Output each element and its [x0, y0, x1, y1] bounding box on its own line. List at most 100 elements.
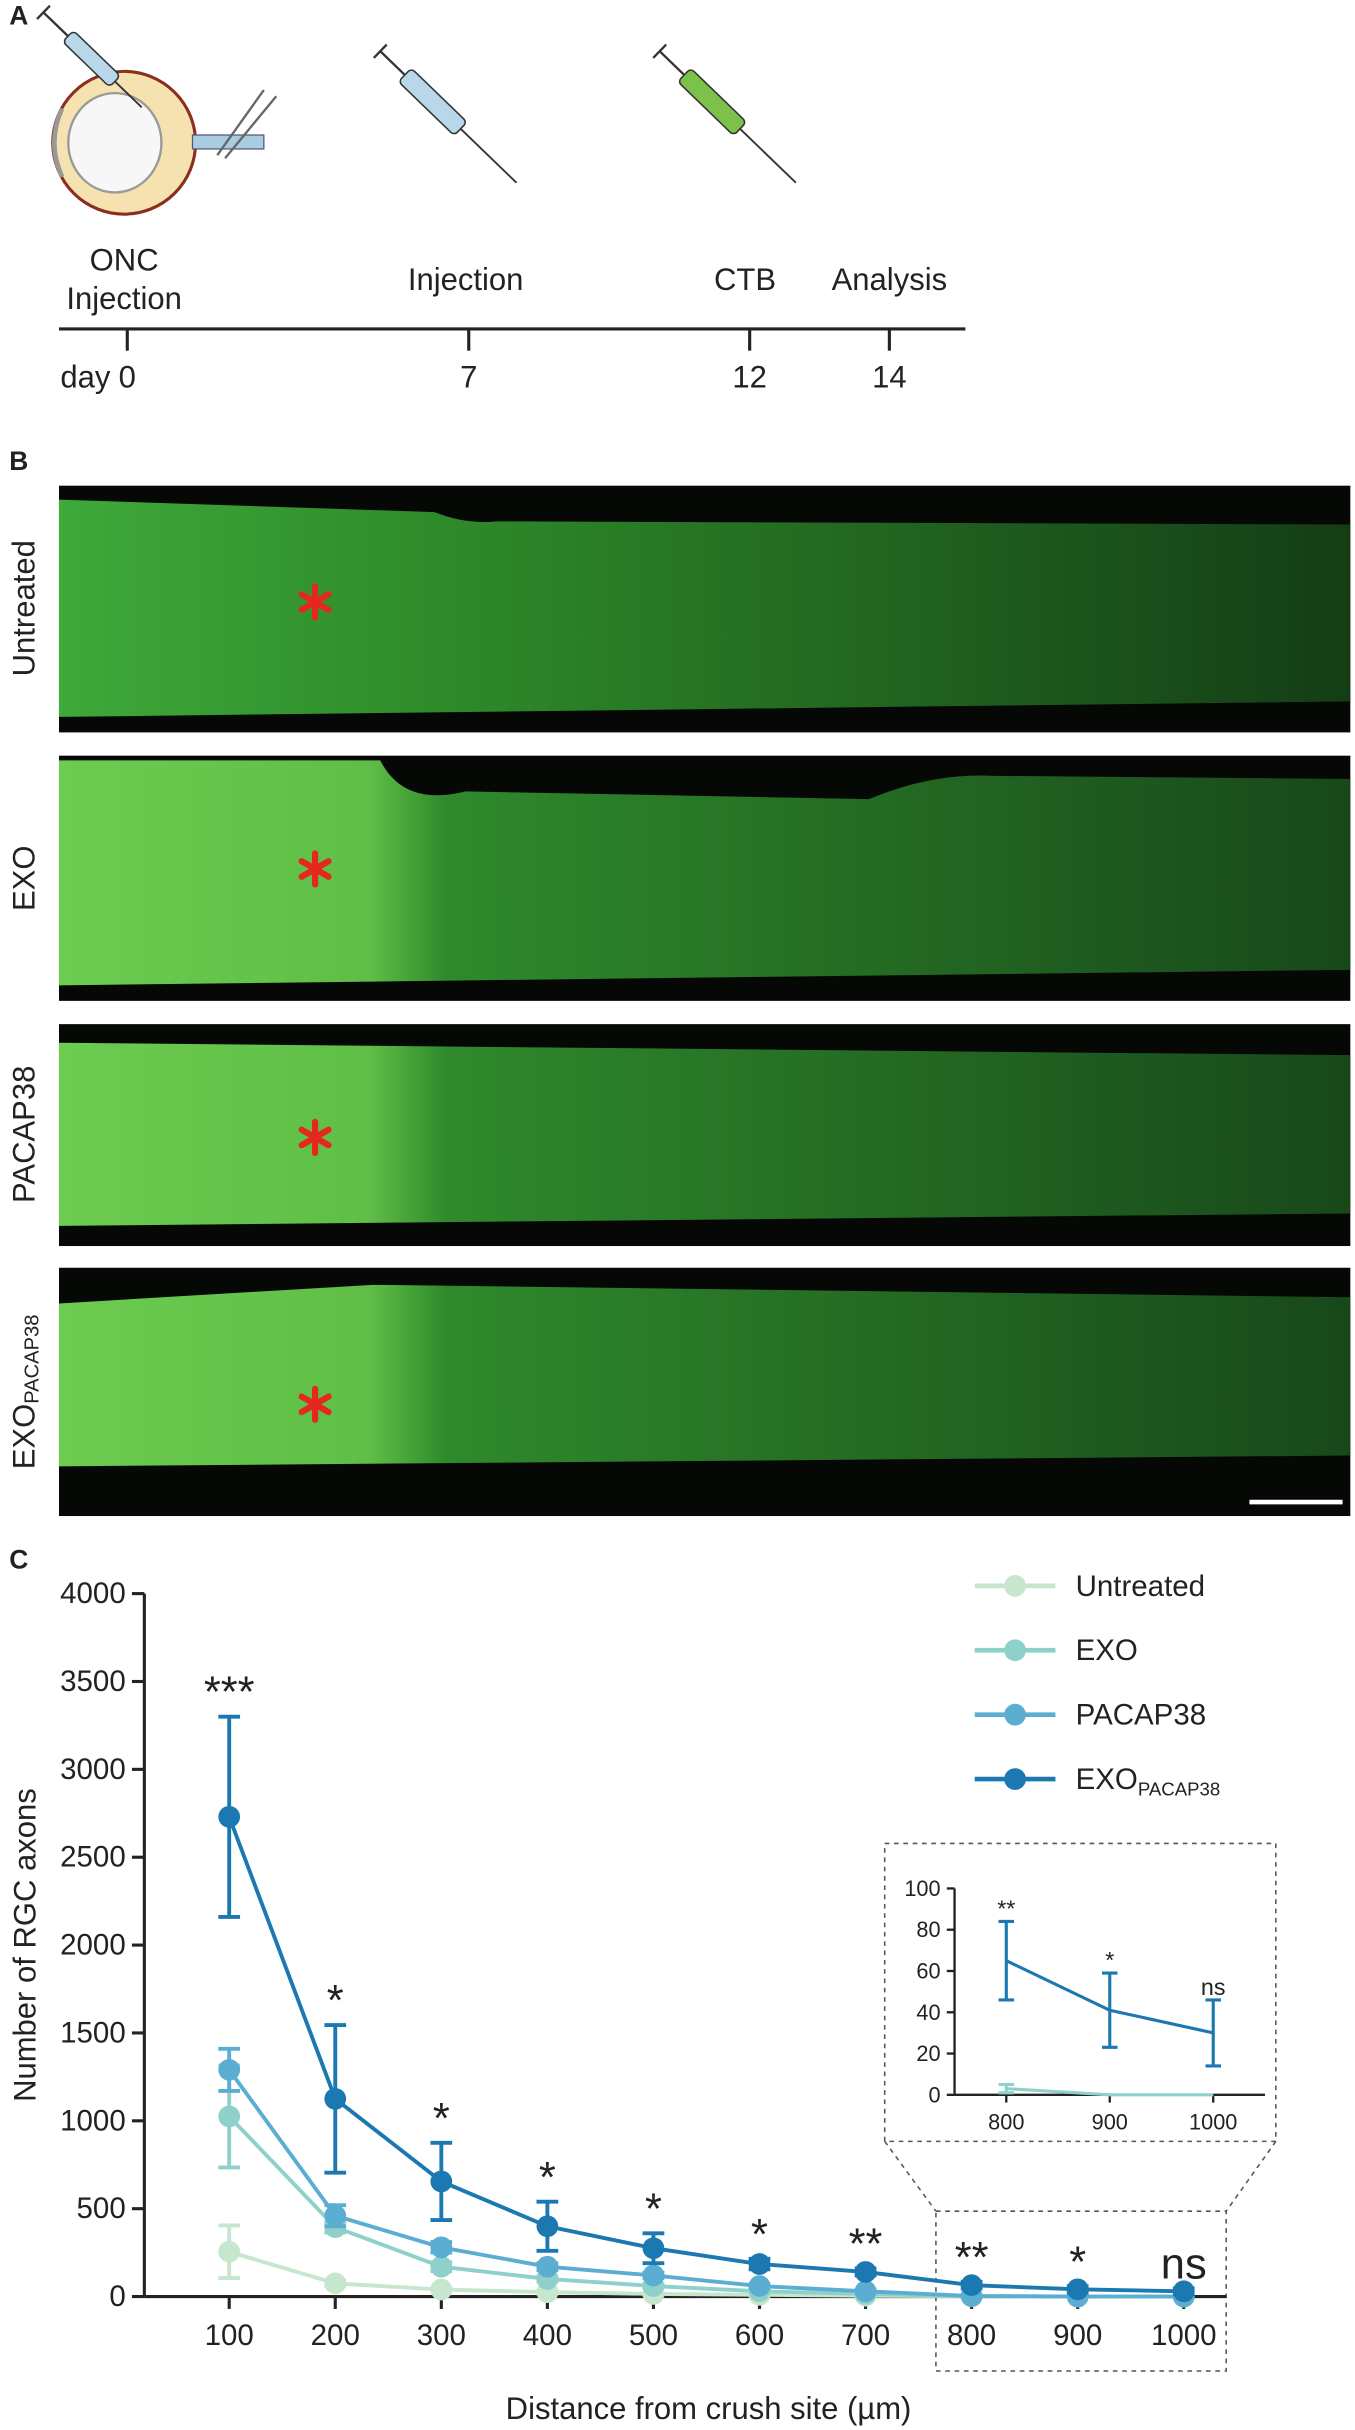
- row-label-text: EXO: [6, 846, 41, 911]
- y-tick-label: 500: [77, 2192, 126, 2225]
- row-label: PACAP38: [6, 1066, 41, 1203]
- row-label-text: EXO: [6, 1404, 41, 1469]
- significance-label: ns: [1201, 1974, 1226, 2000]
- asterisk-stroke: [298, 1393, 332, 1416]
- legend-marker: [1004, 1768, 1026, 1790]
- x-tick-label: 200: [311, 2319, 360, 2352]
- day-value: 0: [119, 360, 136, 395]
- row-label: EXO: [6, 846, 41, 911]
- event-label: ONC: [90, 242, 159, 277]
- y-tick-label: 60: [916, 1959, 940, 1984]
- y-axis-label: Number of RGC axons: [7, 1788, 42, 2102]
- y-tick-label: 20: [916, 2041, 940, 2066]
- data-point: [536, 2215, 559, 2238]
- data-point: [1172, 2280, 1195, 2303]
- legend-label: EXOPACAP38: [1076, 1763, 1221, 1799]
- legend-name: EXO: [1076, 1763, 1138, 1796]
- event-label: Injection: [66, 281, 182, 316]
- data-point: [324, 2272, 347, 2295]
- error-bar: [1205, 1998, 1222, 2068]
- legend-name: Untreated: [1076, 1569, 1205, 1602]
- legend-label: EXO: [1076, 1634, 1138, 1667]
- significance-label: ns: [1161, 2241, 1207, 2289]
- row-label: EXOPACAP38: [6, 1315, 44, 1470]
- x-tick-label: 600: [735, 2319, 784, 2352]
- x-tick-label: 900: [1053, 2319, 1102, 2352]
- significance-label: **: [849, 2221, 883, 2269]
- series-line: [227, 2068, 1184, 2299]
- error-bar: [1102, 1971, 1118, 2049]
- x-tick-label: 100: [205, 2319, 254, 2352]
- y-tick-label: 2500: [60, 1841, 126, 1874]
- error-bar: [998, 2082, 1015, 2095]
- significance-label: *: [645, 2185, 662, 2233]
- significance-label: **: [997, 1896, 1015, 1922]
- data-point: [430, 2278, 453, 2301]
- data-point: [854, 2261, 877, 2283]
- y-tick-label: 0: [109, 2280, 125, 2313]
- event-label: CTB: [714, 262, 776, 297]
- crush-site-marker: [298, 1118, 332, 1157]
- x-tick-label: 400: [523, 2319, 572, 2352]
- data-point: [1066, 2278, 1089, 2301]
- error-bar: [998, 1919, 1015, 2002]
- x-tick-label: 800: [947, 2319, 996, 2352]
- y-tick-label: 80: [916, 1917, 940, 1942]
- data-point: [854, 2280, 877, 2303]
- data-point: [324, 2087, 347, 2110]
- legend-label: Untreated: [1076, 1569, 1205, 1602]
- series-line: [227, 1816, 1184, 2294]
- legend-marker: [1004, 1703, 1026, 1726]
- panel-label: C: [9, 1544, 28, 1574]
- data-point: [642, 2264, 665, 2287]
- legend-name: EXO: [1076, 1634, 1138, 1667]
- y-tick-label: 0: [928, 2082, 940, 2107]
- day-label: day: [60, 360, 111, 395]
- panel-label: A: [9, 1, 28, 31]
- x-tick-label: 800: [988, 2110, 1024, 2135]
- x-tick-label: 500: [629, 2319, 678, 2352]
- panel-label: B: [9, 446, 28, 476]
- data-point: [218, 2240, 241, 2263]
- day-value: 12: [732, 360, 767, 395]
- significance-label: *: [1105, 1947, 1114, 1973]
- data-point: [430, 2170, 453, 2193]
- y-tick-label: 1500: [60, 2016, 126, 2049]
- data-point: [748, 2253, 771, 2275]
- legend-label: PACAP38: [1076, 1698, 1207, 1731]
- data-point: [642, 2237, 665, 2260]
- data-point: [536, 2255, 559, 2278]
- y-tick-label: 2000: [60, 1929, 126, 1962]
- y-tick-label: 100: [904, 1876, 940, 1901]
- data-point: [324, 2204, 347, 2227]
- crush-site-marker: [298, 583, 332, 621]
- data-point: [218, 1805, 241, 1828]
- y-tick-label: 40: [916, 2000, 940, 2025]
- significance-label: **: [955, 2234, 989, 2282]
- asterisk-stroke: [298, 1126, 332, 1149]
- row-label-text: PACAP38: [6, 1066, 41, 1203]
- x-tick-label: 900: [1092, 2110, 1128, 2135]
- significance-label: *: [539, 2154, 556, 2202]
- asterisk-stroke: [298, 858, 332, 880]
- y-tick-label: 3500: [60, 1665, 126, 1698]
- inset-frame: [883, 1842, 1277, 2372]
- x-tick-label: 700: [841, 2319, 890, 2352]
- x-tick-label: 1000: [1189, 2110, 1237, 2135]
- x-tick-label: 300: [417, 2319, 466, 2352]
- event-label: Injection: [408, 262, 524, 297]
- x-tick-label: 1000: [1151, 2319, 1217, 2352]
- row-label-text: Untreated: [6, 540, 41, 676]
- x-axis-label: Distance from crush site (µm): [506, 2391, 912, 2426]
- series-line: [227, 2115, 1184, 2299]
- row-label: Untreated: [6, 540, 41, 676]
- day-value: 14: [872, 360, 907, 395]
- data-point: [430, 2255, 453, 2278]
- data-point: [218, 2105, 241, 2128]
- y-tick-label: 4000: [60, 1577, 126, 1610]
- data-point: [748, 2275, 771, 2297]
- legend-name-sub: PACAP38: [1138, 1778, 1220, 1799]
- significance-label: *: [327, 1977, 344, 2025]
- significance-label: *: [751, 2211, 768, 2259]
